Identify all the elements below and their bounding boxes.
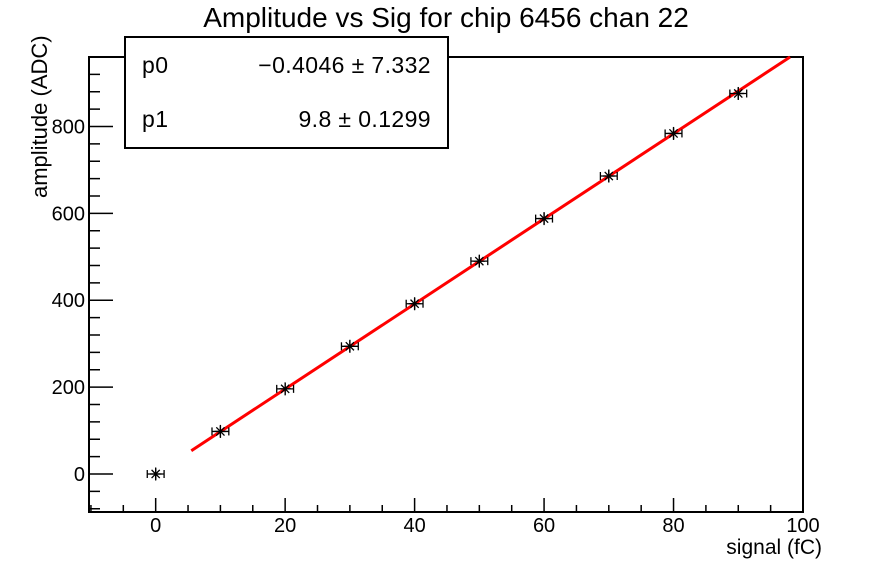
data-point-marker <box>345 341 355 351</box>
y-axis-title: amplitude (ADC) <box>27 35 52 198</box>
data-point-marker <box>668 128 679 139</box>
fit-stats-box: p0 −0.4046 ± 7.332 p1 9.8 ± 0.1299 <box>124 36 449 149</box>
y-tick-label: 600 <box>52 203 85 225</box>
data-point-marker <box>733 88 743 99</box>
x-tick-label: 60 <box>533 515 555 537</box>
y-tick-label: 400 <box>52 290 85 312</box>
data-point-marker <box>539 214 549 224</box>
param-value-p0: −0.4046 ± 7.332 <box>258 51 431 78</box>
x-tick-label: 20 <box>274 515 296 537</box>
data-point-marker <box>474 256 484 266</box>
data-point-marker <box>215 426 225 436</box>
data-point-marker <box>410 299 420 309</box>
chart-title: Amplitude vs Sig for chip 6456 chan 22 <box>203 2 689 33</box>
param-label-p0: p0 <box>142 51 169 78</box>
data-point-marker <box>604 171 614 181</box>
stats-row-p0: p0 −0.4046 ± 7.332 <box>126 52 447 79</box>
x-tick-label: 100 <box>786 515 819 537</box>
data-point-marker <box>280 384 290 394</box>
y-tick-label: 200 <box>52 377 85 399</box>
y-tick-label: 0 <box>74 464 85 486</box>
x-tick-label: 80 <box>662 515 684 537</box>
fit-line <box>190 55 791 453</box>
data-point-marker <box>151 469 161 479</box>
param-label-p1: p1 <box>142 106 169 133</box>
y-tick-label: 800 <box>52 116 85 138</box>
stats-row-p1: p1 9.8 ± 0.1299 <box>126 106 447 133</box>
x-axis-title: signal (fC) <box>726 536 822 559</box>
x-tick-label: 40 <box>403 515 425 537</box>
param-value-p1: 9.8 ± 0.1299 <box>298 106 431 133</box>
x-tick-label: 0 <box>150 515 161 537</box>
